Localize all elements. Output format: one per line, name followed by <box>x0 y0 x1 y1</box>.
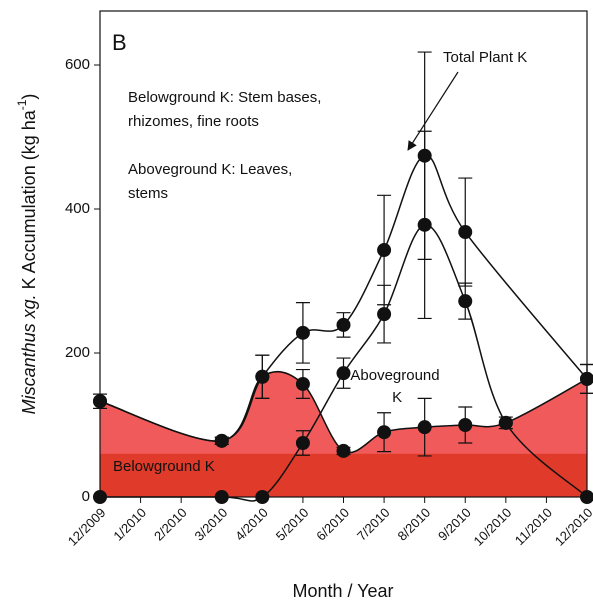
band-label: Belowground K <box>113 458 215 475</box>
x-tick-label: 10/2010 <box>471 505 515 549</box>
point <box>255 490 270 504</box>
y-label-part: ) <box>19 94 39 100</box>
annotation: rhizomes, fine roots <box>128 113 259 130</box>
point <box>417 420 432 435</box>
x-tick-label: 3/2010 <box>192 505 231 544</box>
y-tick-label: 600 <box>65 56 90 73</box>
y-label-part: Miscanthus xg. <box>19 294 39 414</box>
point <box>214 433 229 448</box>
point <box>295 436 310 450</box>
annotation: stems <box>128 185 168 202</box>
point <box>93 490 107 504</box>
point <box>458 294 473 309</box>
point <box>336 317 351 332</box>
y-tick-label: 400 <box>65 200 90 217</box>
arrow <box>407 71 459 151</box>
series-label: Aboveground K <box>350 367 439 406</box>
x-tick-label: 4/2010 <box>232 505 271 544</box>
band <box>100 453 587 497</box>
x-tick-label: 5/2010 <box>273 505 312 544</box>
point <box>336 366 351 381</box>
x-tick-label: 8/2010 <box>394 505 433 544</box>
point <box>580 371 593 386</box>
x-tick-label: 6/2010 <box>313 505 352 544</box>
point <box>377 243 392 258</box>
point <box>295 376 310 391</box>
annotation: Aboveground K: Leaves, <box>128 161 292 178</box>
y-tick-label: 0 <box>82 488 90 505</box>
y-label-part: -1 <box>15 99 29 110</box>
point <box>377 425 392 440</box>
x-tick-label: 1/2010 <box>110 505 149 544</box>
point <box>458 225 473 240</box>
x-tick-label: 7/2010 <box>354 505 393 544</box>
x-axis-label: Month / Year <box>292 581 393 601</box>
point <box>93 394 107 409</box>
point <box>214 490 229 504</box>
y-tick-label: 200 <box>65 344 90 361</box>
annotation: Belowground K: Stem bases, <box>128 89 321 106</box>
series-line <box>99 154 588 442</box>
point <box>336 443 351 458</box>
point <box>377 307 392 322</box>
series-line <box>100 224 588 502</box>
point <box>295 325 310 340</box>
point <box>580 490 593 504</box>
point <box>255 369 270 384</box>
point <box>498 415 513 430</box>
panel-label: B <box>112 30 127 55</box>
x-tick-label: 12/2010 <box>552 505 593 549</box>
x-tick-label: 12/2009 <box>65 505 109 549</box>
point <box>458 418 473 432</box>
point <box>417 148 432 163</box>
plot-area <box>100 371 587 497</box>
x-tick-label: 11/2010 <box>512 505 555 548</box>
x-tick-label: 9/2010 <box>435 505 474 544</box>
series-label: Total Plant K <box>443 49 527 66</box>
y-label-part: K Accumulation (kg ha <box>19 109 39 294</box>
y-axis-label: Miscanthus xg. K Accumulation (kg ha-1) <box>15 94 39 415</box>
x-tick-label: 2/2010 <box>151 505 190 544</box>
